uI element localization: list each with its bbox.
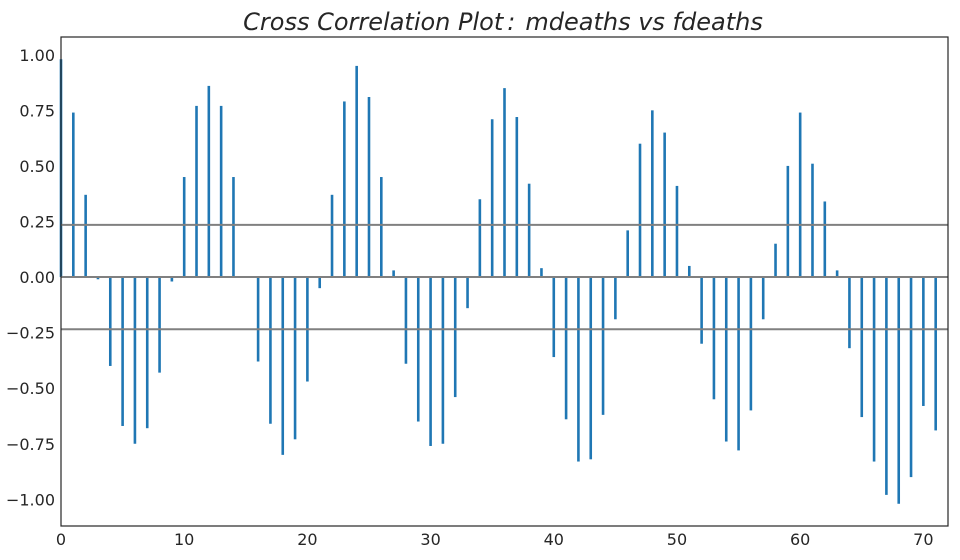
- bar-lag-3: [96, 277, 100, 280]
- bar-lag-51: [687, 265, 691, 278]
- bar-lag-18: [281, 277, 285, 455]
- bar-lag-31: [441, 277, 445, 444]
- x-tick-label: 0: [56, 530, 66, 549]
- bar-lag-50: [675, 185, 679, 278]
- bar-lag-69: [909, 277, 913, 478]
- bar-lag-66: [872, 277, 876, 462]
- bar-lag-47: [638, 143, 642, 278]
- bar-lag-32: [453, 277, 457, 398]
- y-axis-ticks: 1.00 0.75 0.50 0.25 0.00 −0.25 −0.50 −0.75 −1.00: [6, 46, 55, 510]
- bar-lag-7: [145, 277, 149, 429]
- bar-lag-27: [392, 270, 395, 278]
- bar-lag-41: [564, 277, 568, 420]
- bar-lag-61: [811, 163, 814, 278]
- bar-lag-13: [219, 105, 223, 278]
- bar-lag-68: [897, 277, 901, 504]
- bar-lag-53: [712, 277, 716, 400]
- bar-lag-10: [182, 177, 186, 278]
- bar-lag-48: [651, 110, 654, 278]
- bar-lag-9: [170, 277, 174, 282]
- bar-lag-14: [232, 177, 235, 278]
- bar-lag-52: [700, 277, 703, 344]
- bar-lag-55: [737, 277, 740, 451]
- plot-frame: [60, 36, 949, 527]
- bar-lag-37: [515, 117, 519, 278]
- bar-lag-17: [269, 277, 272, 424]
- bar-lag-26: [380, 177, 383, 278]
- bar-lag-63: [835, 270, 839, 278]
- bar-lag-62: [823, 201, 827, 278]
- y-tick-label: 0.25: [19, 212, 55, 231]
- bar-lag-58: [774, 243, 777, 278]
- y-tick-label: −0.25: [6, 324, 55, 343]
- bar-lag-38: [527, 183, 531, 278]
- bar-lag-42: [577, 277, 580, 462]
- bar-lag-34: [478, 199, 482, 278]
- bar-lag-49: [663, 132, 666, 278]
- bar-lag-19: [293, 277, 297, 440]
- bar-lag-25: [367, 97, 371, 278]
- bar-lag-6: [133, 277, 137, 444]
- bar-lag-54: [724, 277, 728, 442]
- bar-lag-24: [355, 65, 358, 278]
- bar-lag-16: [256, 277, 260, 362]
- bar-lag-59: [786, 165, 790, 278]
- chart-title: Cross Correlation Plot: mdeaths vs fdeath…: [243, 8, 763, 36]
- bar-lag-33: [466, 277, 469, 309]
- bar-lag-36: [503, 88, 506, 278]
- bar-lag-65: [860, 277, 864, 418]
- bar-lag-2: [84, 194, 87, 278]
- x-tick-label: 30: [420, 530, 440, 549]
- bar-lag-8: [158, 277, 161, 373]
- x-tick-label: 50: [667, 530, 687, 549]
- bar-lag-57: [761, 277, 765, 320]
- bar-lag-39: [540, 268, 543, 278]
- bar-lag-44: [601, 277, 605, 415]
- confidence-lines-group: [61, 223, 948, 331]
- bar-lag-29: [416, 277, 420, 422]
- bar-lag-12: [207, 85, 211, 278]
- y-tick-label: 0.75: [19, 101, 55, 120]
- bar-lag-60: [798, 112, 802, 278]
- x-axis-ticks: 0 10 20 30 40 50 60 70: [56, 530, 934, 549]
- bar-lag-46: [626, 230, 629, 278]
- bar-lag-4: [108, 277, 112, 366]
- x-tick-label: 40: [544, 530, 564, 549]
- bar-lag-70: [922, 277, 925, 406]
- y-tick-label: 0.50: [19, 157, 55, 176]
- y-tick-label: −0.75: [6, 435, 55, 454]
- x-tick-label: 20: [297, 530, 317, 549]
- bar-lag-11: [195, 105, 198, 278]
- bar-lag-23: [343, 101, 346, 278]
- y-tick-label: −0.50: [6, 379, 55, 398]
- y-tick-label: 0.00: [19, 268, 55, 287]
- bar-lag-22: [330, 194, 334, 278]
- bar-lag-71: [934, 277, 937, 431]
- bar-lag-40: [552, 277, 556, 358]
- bar-lag-5: [121, 277, 124, 426]
- bar-lag-56: [749, 277, 753, 411]
- bar-lag-30: [429, 277, 432, 446]
- bar-lag-43: [589, 277, 593, 460]
- y-tick-label: 1.00: [19, 46, 55, 65]
- bars-group: [59, 59, 937, 504]
- bar-lag-67: [885, 277, 888, 495]
- bar-lag-21: [318, 277, 322, 289]
- x-tick-label: 60: [790, 530, 810, 549]
- x-tick-label: 10: [174, 530, 194, 549]
- bar-lag-1: [72, 112, 75, 278]
- bar-lag-64: [848, 277, 851, 349]
- bar-lag-35: [490, 119, 494, 278]
- y-tick-label: −1.00: [6, 490, 55, 509]
- x-tick-label: 70: [913, 530, 933, 549]
- bar-lag-28: [404, 277, 408, 364]
- bar-lag-45: [614, 277, 617, 320]
